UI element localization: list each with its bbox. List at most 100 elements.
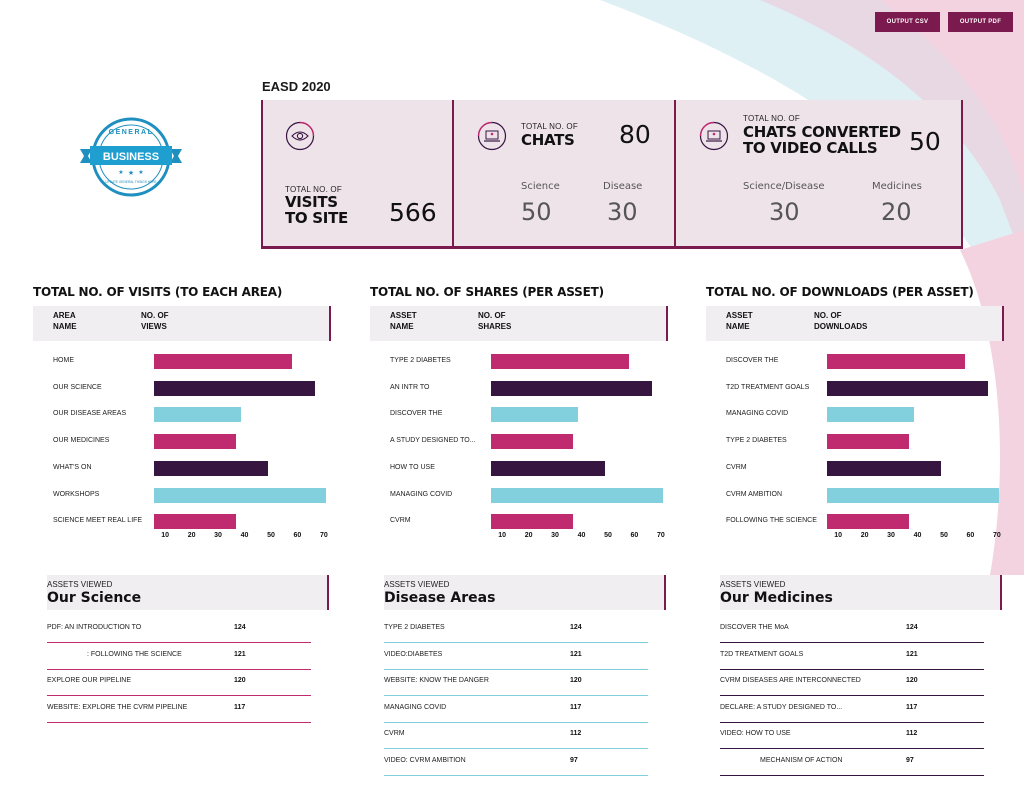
bar[interactable] [154, 434, 237, 450]
x-tick-label: 60 [293, 532, 302, 539]
bar[interactable] [827, 514, 910, 530]
bar[interactable] [827, 380, 989, 396]
asset-name: VIDEO: HOW TO USE [720, 730, 791, 738]
stats-panel: TOTAL NO. OF VISITS TO SITE 566 TOTAL NO… [261, 100, 963, 249]
bar[interactable] [491, 434, 574, 450]
asset-row[interactable]: VIDEO:DIABETES 121 [384, 644, 648, 670]
asset-count: 97 [570, 757, 578, 764]
video-science-disease-label: Science/Disease [743, 181, 825, 192]
bar-row: A STUDY DESIGNED TO... [390, 434, 690, 450]
asset-count: 120 [234, 677, 246, 685]
header-col-name: ASSET NAME [390, 311, 417, 331]
asset-row[interactable]: MECHANISM OF ACTION 97 [720, 750, 984, 776]
bar[interactable] [491, 514, 574, 530]
visits-value: 566 [389, 198, 437, 227]
bar[interactable] [491, 380, 653, 396]
bar-chart: HOME OUR SCIENCE OUR DISEASE AREAS OUR MEDI… [53, 354, 353, 569]
asset-row[interactable]: DISCOVER THE MoA 124 [720, 617, 984, 643]
asset-count: 124 [570, 624, 582, 631]
bar[interactable] [491, 487, 663, 503]
bar[interactable] [491, 354, 629, 369]
x-tick-label: 60 [630, 532, 639, 539]
bar-label: FOLLOWING THE SCIENCE [726, 517, 817, 525]
bar[interactable] [827, 407, 915, 423]
bar-row: MANAGING COVID [390, 487, 690, 503]
asset-row[interactable]: MANAGING COVID 117 [384, 697, 648, 723]
asset-row[interactable]: T2D TREATMENT GOALS 121 [720, 644, 984, 670]
output-pdf-button[interactable]: OUTPUT PDF [948, 12, 1013, 32]
asset-row[interactable]: CVRM DISEASES ARE INTERCONNECTED 120 [720, 670, 984, 697]
svg-text:★: ★ [138, 169, 143, 176]
bar-label: DISCOVER THE [390, 410, 443, 418]
asset-row[interactable]: WEBSITE: KNOW THE DANGER 120 [384, 670, 648, 697]
output-csv-button[interactable]: OUTPUT CSV [875, 12, 940, 32]
chart-title: TOTAL NO. OF VISITS (TO EACH AREA) [33, 285, 283, 299]
bar-row: T2D TREATMENT GOALS [726, 380, 1024, 396]
x-tick-label: 40 [577, 532, 586, 539]
asset-row[interactable]: DECLARE: A STUDY DESIGNED TO... 117 [720, 697, 984, 723]
bar-row: HOW TO USE [390, 460, 690, 476]
chart-title: TOTAL NO. OF DOWNLOADS (PER ASSET) [706, 285, 974, 299]
asset-row[interactable]: VIDEO: HOW TO USE 112 [720, 723, 984, 750]
assets-viewed-title: Our Medicines [720, 590, 833, 606]
asset-name: MANAGING COVID [384, 703, 447, 711]
bar[interactable] [827, 460, 941, 476]
asset-name: CVRM [384, 730, 405, 738]
svg-text:BUSINESS: BUSINESS [103, 151, 159, 163]
bar[interactable] [154, 380, 316, 396]
asset-row[interactable]: TYPE 2 DIABETES 124 [384, 617, 648, 643]
assets-viewed-caption: ASSETS VIEWED [384, 580, 450, 589]
video-label-line1: CHATS CONVERTED [743, 123, 901, 141]
header-col-name: AREA NAME [53, 311, 77, 331]
assets-viewed-header: ASSETS VIEWED Our Medicines [720, 575, 1002, 610]
bar[interactable] [491, 460, 605, 476]
header-col-count: NO. OF DOWNLOADS [814, 311, 868, 331]
asset-row[interactable]: PDF: AN INTRODUCTION TO 124 [47, 617, 311, 643]
asset-name: TYPE 2 DIABETES [384, 624, 445, 631]
asset-row[interactable]: WEBSITE: EXPLORE THE CVRM PIPELINE 117 [47, 697, 311, 723]
asset-count: 117 [234, 703, 246, 711]
asset-name: WEBSITE: KNOW THE DANGER [384, 677, 489, 685]
video-science-disease-value: 30 [769, 198, 800, 226]
x-tick-label: 70 [320, 532, 328, 539]
bar[interactable] [491, 407, 579, 423]
asset-row[interactable]: VIDEO: CVRM AMBITION 97 [384, 750, 648, 776]
chats-label: CHATS [521, 131, 575, 149]
asset-row[interactable]: : FOLLOWING THE SCIENCE 121 [47, 644, 311, 670]
bar-row: TYPE 2 DIABETES [390, 354, 690, 369]
bar[interactable] [154, 514, 237, 530]
bar[interactable] [154, 487, 326, 503]
bar[interactable] [827, 354, 965, 369]
video-medicines-label: Medicines [872, 181, 922, 192]
bar[interactable] [827, 487, 999, 503]
bar-row: OUR DISEASE AREAS [53, 407, 353, 423]
bar-row: CVRM [390, 514, 690, 530]
asset-name: VIDEO: CVRM AMBITION [384, 757, 466, 764]
asset-row[interactable]: CVRM 112 [384, 723, 648, 750]
assets-viewed-title: Our Science [47, 590, 142, 606]
bar-row: WORKSHOPS [53, 487, 353, 503]
bar[interactable] [154, 354, 292, 369]
bar-row: FOLLOWING THE SCIENCE [726, 514, 1024, 530]
header-col-name: ASSET NAME [726, 311, 753, 331]
bar[interactable] [154, 407, 242, 423]
bar-label: MANAGING COVID [390, 490, 453, 498]
bar-label: DISCOVER THE [726, 357, 779, 364]
asset-row[interactable]: EXPLORE OUR PIPELINE 120 [47, 670, 311, 697]
general-business-logo: GENERAL BUSINESS ★ ★ ★ UPDATE GENERAL TH… [80, 117, 182, 197]
x-tick-label: 30 [214, 532, 222, 539]
asset-name: CVRM DISEASES ARE INTERCONNECTED [720, 677, 861, 685]
video-value: 50 [909, 127, 941, 156]
bar[interactable] [827, 434, 910, 450]
bar-label: AN INTR TO [390, 383, 430, 391]
bar[interactable] [154, 460, 268, 476]
bar-label: HOME [53, 357, 74, 364]
stats-divider [452, 100, 454, 246]
laptop-chat-icon [477, 121, 507, 151]
chats-science-value: 50 [521, 198, 552, 226]
x-tick-label: 20 [187, 532, 196, 539]
asset-name: EXPLORE OUR PIPELINE [47, 677, 132, 685]
bar-row: TYPE 2 DIABETES [726, 434, 1024, 450]
chart-table-header: ASSET NAME NO. OF DOWNLOADS [706, 306, 1004, 341]
